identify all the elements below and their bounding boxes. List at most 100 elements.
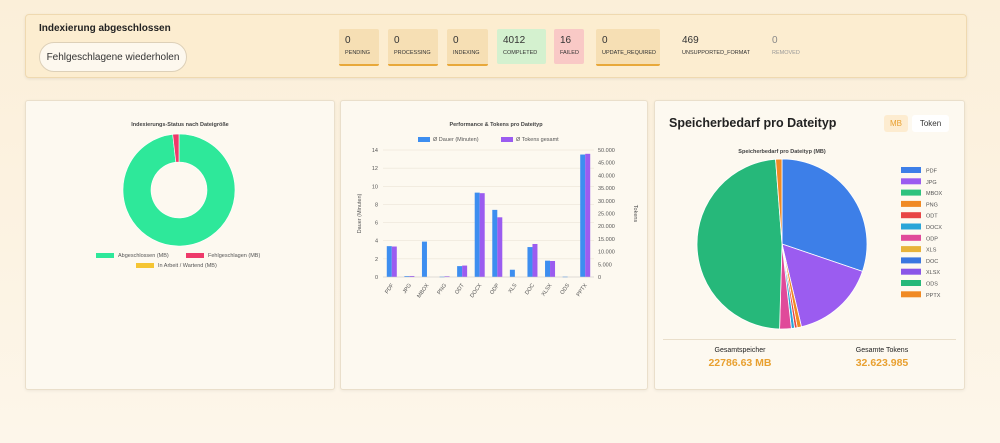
y-tick-label: 4 <box>375 239 378 245</box>
bar-tokens-jpg <box>409 275 415 277</box>
y2-tick-label: 15.000 <box>598 237 615 243</box>
legend-label-mbox: MBOX <box>926 191 943 197</box>
legend-label-0: Ø Dauer (Minuten) <box>433 137 479 143</box>
legend-swatch-1 <box>186 253 204 258</box>
y-axis-title: Dauer (Minuten) <box>357 193 363 233</box>
total-tokens-label: Gesamte Tokens <box>855 347 909 354</box>
toggle-token-button[interactable]: Token <box>912 115 949 132</box>
x-tick-label: JPG <box>402 283 413 295</box>
stat-value: 0 <box>602 35 608 46</box>
stat-completed: 4012 COMPLETED <box>497 29 546 64</box>
total-tokens: Gesamte Tokens 32.623.985 <box>822 347 942 369</box>
bar-tokens-pptx <box>585 153 591 277</box>
stat-value: 469 <box>682 35 699 46</box>
bar-duration-doc <box>527 247 533 277</box>
x-tick-label: ODS <box>560 282 572 295</box>
stat-label: UNSUPPORTED_FORMAT <box>682 50 750 56</box>
y-tick-label: 2 <box>375 257 378 263</box>
x-tick-label: MBOX <box>416 282 430 299</box>
legend-label-pptx: PPTX <box>926 293 941 299</box>
stat-label: PROCESSING <box>394 50 431 56</box>
chart-title: Indexierungs-Status nach Dateigröße <box>131 122 229 128</box>
y2-tick-label: 10.000 <box>598 250 615 256</box>
bar-duration-pdf <box>386 246 392 277</box>
bar-tokens-doc <box>532 243 538 277</box>
bar-duration-odp <box>492 209 498 277</box>
legend-swatch-pdf <box>901 167 921 173</box>
stat-value: 0 <box>772 35 778 46</box>
y2-tick-label: 30.000 <box>598 199 615 205</box>
legend-swatch-1 <box>501 137 513 142</box>
stat-indexing: 0 INDEXING <box>447 29 488 66</box>
bar-duration-xlsx <box>545 260 551 277</box>
x-tick-label: PPTX <box>576 282 589 297</box>
pie-slice-jpg <box>781 243 863 328</box>
pie-slice-pdf <box>781 158 868 272</box>
legend-swatch-2 <box>136 263 154 268</box>
x-tick-label: ODT <box>454 282 466 295</box>
y2-tick-label: 20.000 <box>598 224 615 230</box>
legend-swatch-0 <box>418 137 430 142</box>
bar-tokens-odt <box>462 265 468 277</box>
y-tick-label: 12 <box>372 166 378 172</box>
y2-tick-label: 0 <box>598 275 601 281</box>
card-performance-tokens: Performance & Tokens pro Dateityp Ø Dauer… <box>340 100 648 390</box>
stat-value: 0 <box>394 35 400 46</box>
y2-axis-title: Tokens <box>632 205 638 223</box>
legend-swatch-xlsx <box>901 268 921 275</box>
pie-chart: Speicherbedarf pro Dateityp (MB) PDF JPG MB… <box>696 149 943 330</box>
pie-slice-pptx <box>775 158 783 245</box>
total-storage-label: Gesamtspeicher <box>714 347 766 354</box>
chart-title: Speicherbedarf pro Dateityp (MB) <box>738 149 826 155</box>
bar-duration-mbox <box>421 241 427 277</box>
bar-tokens-xlsx <box>550 260 556 277</box>
legend-label-1: Ø Tokens gesamt <box>516 137 559 143</box>
legend-swatch-jpg <box>901 178 921 185</box>
stat-processing: 0 PROCESSING <box>388 29 438 66</box>
legend-label-odp: ODP <box>926 236 938 242</box>
total-storage-value: 22786.63 MB <box>708 357 772 369</box>
y2-tick-label: 50.000 <box>598 148 615 154</box>
legend-label-1: Fehlgeschlagen (MB) <box>208 253 260 259</box>
bar-chart: Performance & Tokens pro Dateityp Ø Dauer… <box>357 122 638 299</box>
legend-swatch-odp <box>901 234 921 241</box>
bar-tokens-pdf <box>391 246 397 277</box>
y2-tick-label: 25.000 <box>598 212 615 218</box>
total-tokens-value: 32.623.985 <box>855 357 909 369</box>
bar-duration-docx <box>474 192 480 277</box>
divider <box>663 339 956 340</box>
stat-value: 0 <box>453 35 459 46</box>
legend-swatch-ods <box>901 280 921 286</box>
legend-swatch-pptx <box>901 291 921 298</box>
toggle-mb-button[interactable]: MB <box>884 115 908 132</box>
retry-failed-button[interactable]: Fehlgeschlagene wiederholen <box>39 42 187 72</box>
donut-slice-1 <box>172 133 180 163</box>
y2-tick-label: 40.000 <box>598 173 615 179</box>
x-tick-label: XLSX <box>541 282 554 297</box>
legend-label-png: PNG <box>926 202 938 208</box>
legend-swatch-docx <box>901 223 921 230</box>
stat-value: 0 <box>345 35 351 46</box>
legend-label-xlsx: XLSX <box>926 270 940 276</box>
x-tick-label: XLS <box>508 282 519 294</box>
y-tick-label: 10 <box>372 184 378 190</box>
stat-label: INDEXING <box>453 50 480 56</box>
storage-title: Speicherbedarf pro Dateityp <box>669 116 837 130</box>
legend-swatch-png <box>901 200 921 207</box>
legend-swatch-0 <box>96 253 114 258</box>
legend-swatch-mbox <box>901 189 921 196</box>
bar-tokens-docx <box>479 193 485 277</box>
y-tick-label: 6 <box>375 221 378 227</box>
legend-label-xls: XLS <box>926 248 937 254</box>
legend-swatch-odt <box>901 212 921 219</box>
y-tick-label: 8 <box>375 202 378 208</box>
x-tick-label: PDF <box>384 282 396 295</box>
bar-duration-jpg <box>404 276 410 277</box>
stat-label: PENDING <box>345 50 371 56</box>
legend-swatch-doc <box>901 257 921 264</box>
y-tick-label: 14 <box>372 148 378 154</box>
x-tick-label: DOC <box>524 283 536 296</box>
y2-tick-label: 5.000 <box>598 262 612 268</box>
x-tick-label: ODP <box>489 282 501 295</box>
legend-label-ods: ODS <box>926 282 938 288</box>
